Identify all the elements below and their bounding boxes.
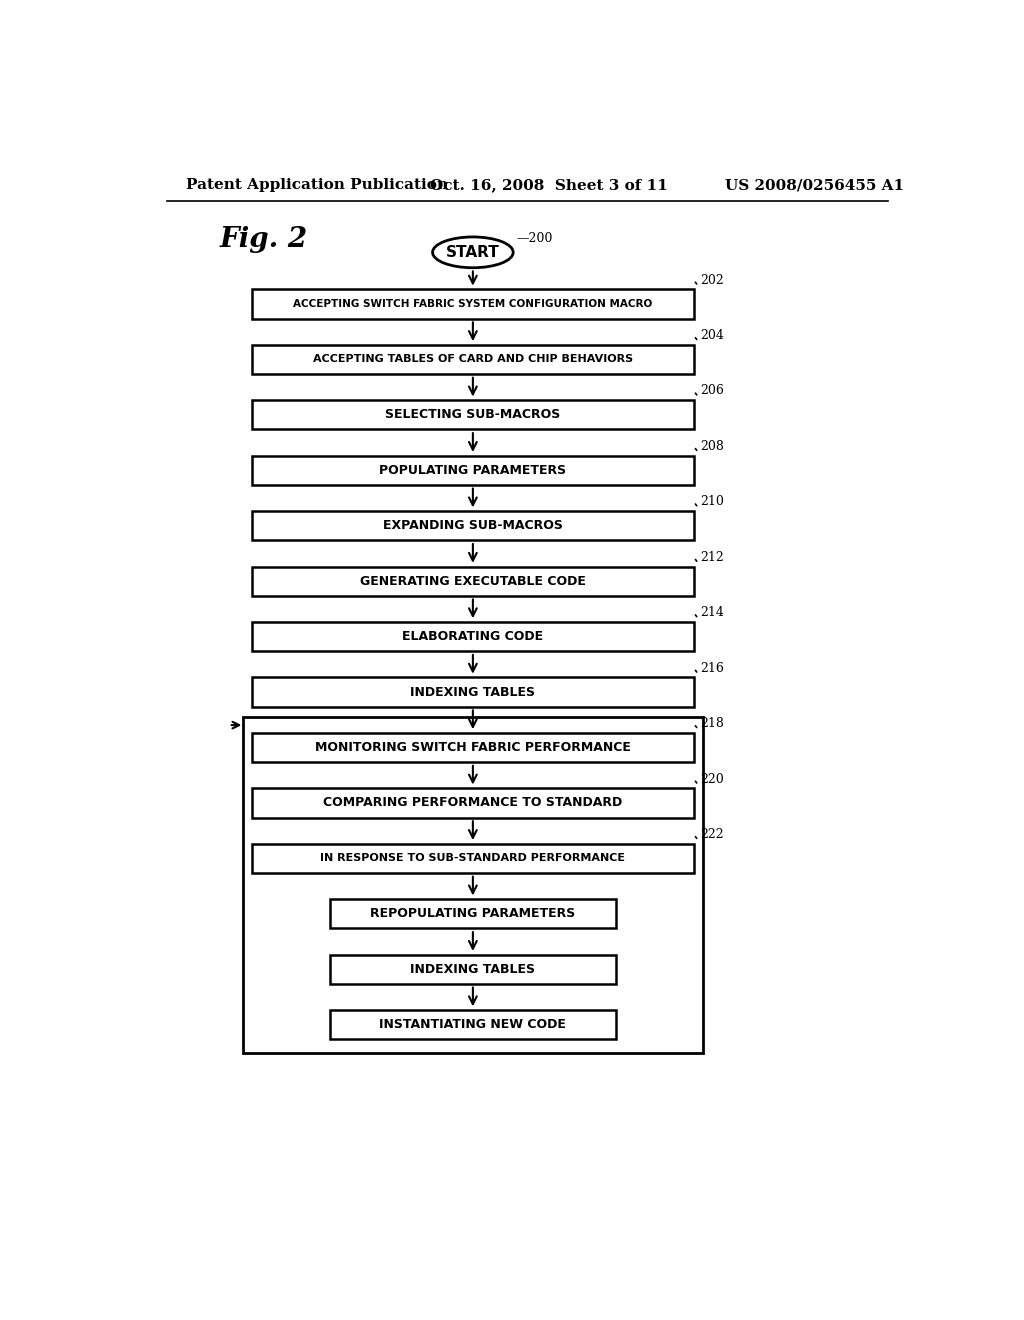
Text: INSTANTIATING NEW CODE: INSTANTIATING NEW CODE (380, 1018, 566, 1031)
Text: START: START (446, 244, 500, 260)
Text: SELECTING SUB-MACROS: SELECTING SUB-MACROS (385, 408, 560, 421)
Bar (252, 677, 693, 706)
Text: ELABORATING CODE: ELABORATING CODE (402, 630, 544, 643)
Text: 212: 212 (700, 550, 724, 564)
Text: 216: 216 (700, 661, 724, 675)
Bar (252, 400, 693, 429)
Bar (330, 954, 616, 983)
Text: MONITORING SWITCH FABRIC PERFORMANCE: MONITORING SWITCH FABRIC PERFORMANCE (315, 741, 631, 754)
Text: 220: 220 (700, 772, 724, 785)
Text: Oct. 16, 2008  Sheet 3 of 11: Oct. 16, 2008 Sheet 3 of 11 (430, 178, 668, 193)
Text: ACCEPTING TABLES OF CARD AND CHIP BEHAVIORS: ACCEPTING TABLES OF CARD AND CHIP BEHAVI… (312, 354, 633, 364)
Text: Patent Application Publication: Patent Application Publication (186, 178, 449, 193)
Text: Fig. 2: Fig. 2 (219, 226, 307, 252)
Bar (252, 511, 693, 540)
Text: US 2008/0256455 A1: US 2008/0256455 A1 (725, 178, 904, 193)
Text: ACCEPTING SWITCH FABRIC SYSTEM CONFIGURATION MACRO: ACCEPTING SWITCH FABRIC SYSTEM CONFIGURA… (293, 298, 652, 309)
Bar (252, 843, 693, 873)
Text: 204: 204 (700, 329, 724, 342)
Bar (243, 718, 703, 1053)
Text: 214: 214 (700, 606, 724, 619)
Text: 218: 218 (700, 717, 724, 730)
Bar (252, 788, 693, 817)
Bar (252, 622, 693, 651)
Bar (252, 455, 693, 484)
Text: EXPANDING SUB-MACROS: EXPANDING SUB-MACROS (383, 519, 563, 532)
Text: 208: 208 (700, 440, 724, 453)
Ellipse shape (432, 238, 513, 268)
Bar (330, 1010, 616, 1039)
Text: —200: —200 (516, 231, 553, 244)
Text: 222: 222 (700, 828, 724, 841)
Text: 202: 202 (700, 273, 724, 286)
Text: GENERATING EXECUTABLE CODE: GENERATING EXECUTABLE CODE (360, 574, 586, 587)
Text: 206: 206 (700, 384, 724, 397)
Text: INDEXING TABLES: INDEXING TABLES (411, 962, 536, 975)
Bar (252, 566, 693, 595)
Bar (252, 345, 693, 374)
Text: 210: 210 (700, 495, 724, 508)
Text: POPULATING PARAMETERS: POPULATING PARAMETERS (379, 463, 566, 477)
Text: REPOPULATING PARAMETERS: REPOPULATING PARAMETERS (371, 907, 575, 920)
Bar (252, 733, 693, 762)
Bar (252, 289, 693, 318)
Text: COMPARING PERFORMANCE TO STANDARD: COMPARING PERFORMANCE TO STANDARD (324, 796, 623, 809)
Bar (330, 899, 616, 928)
Text: IN RESPONSE TO SUB-STANDARD PERFORMANCE: IN RESPONSE TO SUB-STANDARD PERFORMANCE (321, 853, 626, 863)
Text: INDEXING TABLES: INDEXING TABLES (411, 685, 536, 698)
